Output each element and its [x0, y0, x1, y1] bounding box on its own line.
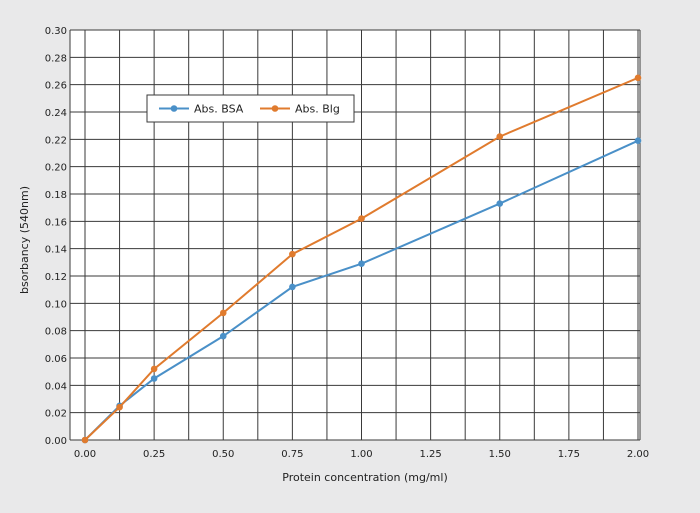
- x-tick-label: 2.00: [627, 449, 649, 460]
- data-point: [496, 133, 504, 140]
- y-tick-label: 0.20: [45, 163, 67, 174]
- legend-marker: [170, 105, 178, 112]
- data-point: [219, 332, 227, 340]
- x-tick-label: 1.00: [350, 449, 372, 460]
- data-point: [219, 309, 227, 317]
- gridlines: [69, 29, 641, 441]
- y-tick-label: 0.30: [45, 26, 67, 37]
- x-axis-ticks: 0.00 0.25 0.50 0.75 1.00 1.25 1.50 1.75 2.00: [74, 449, 649, 460]
- data-point: [358, 215, 365, 222]
- y-tick-label: 0.10: [45, 299, 67, 310]
- data-series: [81, 74, 642, 444]
- y-axis-ticks: 0.00 0.02 0.04 0.06 0.08 0.10 0.12 0.14 0.16 0.18…: [45, 26, 67, 447]
- series-line-2: [84, 76, 639, 441]
- y-tick-label: 0.04: [45, 381, 67, 392]
- data-point: [289, 250, 296, 258]
- y-tick-label: 0.16: [45, 217, 67, 228]
- data-point: [358, 260, 365, 268]
- y-tick-label: 0.12: [45, 272, 67, 283]
- data-point: [150, 375, 158, 382]
- y-tick-label: 0.02: [45, 409, 67, 420]
- legend-label: Abs. Blg: [295, 103, 340, 116]
- y-tick-label: 0.28: [45, 53, 67, 64]
- data-point: [81, 436, 89, 444]
- y-tick-label: 0.18: [45, 190, 67, 201]
- y-tick-label: 0.06: [45, 354, 67, 365]
- y-tick-label: 0.08: [45, 327, 67, 338]
- y-tick-label: 0.26: [45, 81, 67, 92]
- y-tick-label: 0.14: [45, 245, 67, 256]
- x-axis-label: Protein concentration (mg/ml): [282, 471, 448, 484]
- x-tick-label: 0.50: [212, 449, 234, 460]
- y-tick-label: 0.00: [45, 436, 67, 447]
- data-point: [634, 74, 642, 82]
- data-point: [634, 137, 642, 144]
- data-point: [116, 403, 123, 411]
- legend-label: Abs. BSA: [194, 103, 244, 116]
- x-tick-label: 1.50: [489, 449, 511, 460]
- data-point: [150, 365, 158, 373]
- x-tick-label: 0.00: [74, 449, 96, 460]
- legend-marker: [271, 105, 279, 112]
- y-tick-label: 0.22: [45, 135, 67, 146]
- data-point: [289, 283, 296, 291]
- data-point: [496, 200, 504, 207]
- y-axis-label: bsorbancy (540nm): [18, 186, 31, 294]
- x-tick-label: 0.75: [281, 449, 303, 460]
- legend: Abs. BSA Abs. Blg: [146, 94, 355, 123]
- y-tick-label: 0.24: [45, 108, 67, 119]
- x-tick-label: 1.75: [558, 449, 580, 460]
- x-tick-label: 0.25: [143, 449, 165, 460]
- x-tick-label: 1.25: [419, 449, 441, 460]
